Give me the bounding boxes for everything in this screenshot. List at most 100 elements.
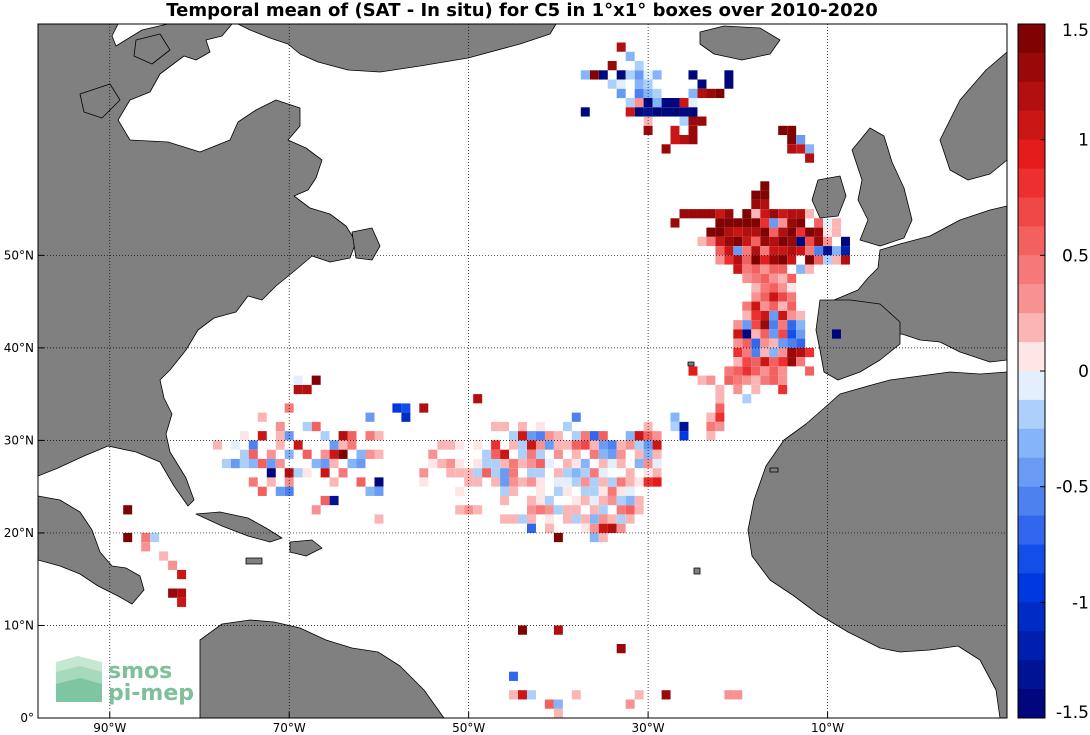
bias-cell	[778, 125, 788, 136]
bias-cell	[706, 227, 716, 237]
bias-cell	[473, 458, 483, 469]
bias-cell	[814, 227, 824, 237]
bias-cell	[634, 70, 644, 80]
bias-cell	[302, 421, 312, 432]
bias-cell	[733, 338, 743, 348]
chart-title: Temporal mean of (SAT - In situ) for C5 …	[166, 0, 877, 21]
bias-cell	[652, 477, 662, 487]
bias-cell	[248, 458, 258, 469]
bias-cell	[832, 255, 841, 265]
bias-cell	[177, 569, 187, 580]
colorbar-level	[1018, 689, 1045, 719]
bias-cell	[643, 116, 653, 126]
bias-cell	[625, 495, 635, 506]
bias-cell	[589, 532, 599, 543]
bias-cell	[796, 144, 806, 154]
bias-cell	[544, 514, 554, 524]
bias-cell	[769, 273, 779, 284]
bias-cell	[760, 255, 770, 265]
bias-cell	[715, 412, 725, 422]
bias-cell	[365, 412, 375, 422]
bias-cell	[266, 449, 276, 459]
bias-cell	[580, 431, 590, 441]
bias-cell	[320, 449, 330, 459]
jamaica	[245, 557, 263, 565]
bias-cell	[374, 477, 384, 487]
bias-cell	[374, 514, 384, 524]
bias-cell	[724, 218, 734, 228]
bias-cell	[428, 449, 438, 459]
bias-cell	[625, 514, 635, 524]
bias-cell	[724, 227, 734, 237]
bias-cell	[544, 699, 554, 709]
bias-cell	[589, 431, 599, 441]
bias-cell	[509, 440, 518, 450]
bias-cell	[329, 449, 339, 459]
bias-cell	[805, 153, 815, 163]
bias-cell	[760, 347, 770, 358]
y-axis-ticks: 0° 10°N 20°N 30°N 40°N 50°N	[4, 248, 44, 725]
bias-cell	[589, 468, 599, 478]
bias-cell	[553, 532, 563, 543]
bias-cell	[670, 125, 680, 136]
colorbar-level	[1018, 110, 1045, 141]
bias-cell	[778, 347, 788, 358]
bias-cell	[509, 468, 518, 478]
bias-cell	[760, 375, 770, 385]
bias-cell	[778, 320, 788, 330]
colorbar-tick-label: -0.5	[1056, 478, 1089, 498]
bias-cell	[482, 458, 492, 469]
bias-cell	[652, 440, 662, 450]
bias-cell	[401, 412, 411, 422]
bias-cell	[751, 366, 761, 376]
bias-cell	[598, 505, 608, 515]
bias-cell	[141, 542, 151, 552]
y-tick-label: 40°N	[4, 341, 34, 355]
y-tick-label: 50°N	[4, 248, 34, 262]
bias-cell	[706, 236, 716, 247]
bias-cell	[733, 320, 743, 330]
bias-cell	[536, 468, 545, 478]
bias-cell	[500, 486, 510, 496]
bias-cell	[760, 310, 770, 321]
bias-cell	[823, 255, 833, 265]
bias-cell	[123, 505, 133, 515]
bias-cell	[580, 107, 590, 117]
bias-cell	[643, 125, 653, 136]
bias-cell	[760, 236, 770, 247]
bias-cell	[491, 440, 501, 450]
bias-cell	[347, 440, 357, 450]
colorbar-level	[1018, 515, 1045, 545]
bias-cell	[356, 458, 366, 469]
bias-cell	[733, 236, 743, 247]
bias-cell	[778, 273, 788, 284]
bias-cell	[500, 421, 510, 432]
bias-cell	[625, 51, 635, 62]
bias-cell	[724, 79, 734, 89]
bias-cell	[733, 690, 743, 700]
bias-cell	[625, 505, 635, 515]
bias-cell	[562, 458, 572, 469]
bias-cell	[670, 135, 680, 145]
bias-cell	[536, 477, 545, 487]
bias-cell	[536, 421, 545, 432]
bias-cell	[796, 264, 806, 274]
bias-cell	[571, 505, 581, 515]
bias-cell	[571, 514, 581, 524]
bias-cell	[769, 320, 779, 330]
bias-cell	[733, 347, 743, 358]
bias-cell	[150, 532, 160, 543]
bias-cell	[742, 366, 752, 376]
bias-cell	[553, 699, 563, 709]
bias-cell	[302, 468, 312, 478]
bias-cell	[562, 477, 572, 487]
bias-cell	[724, 209, 734, 219]
bias-cell	[760, 181, 770, 191]
bias-cell	[652, 458, 662, 469]
bias-cell	[787, 338, 797, 348]
bias-cell	[616, 70, 626, 80]
bias-cell	[769, 375, 779, 385]
colorbar-level	[1018, 342, 1045, 372]
bias-cell	[796, 209, 806, 219]
bias-cell	[688, 125, 698, 136]
